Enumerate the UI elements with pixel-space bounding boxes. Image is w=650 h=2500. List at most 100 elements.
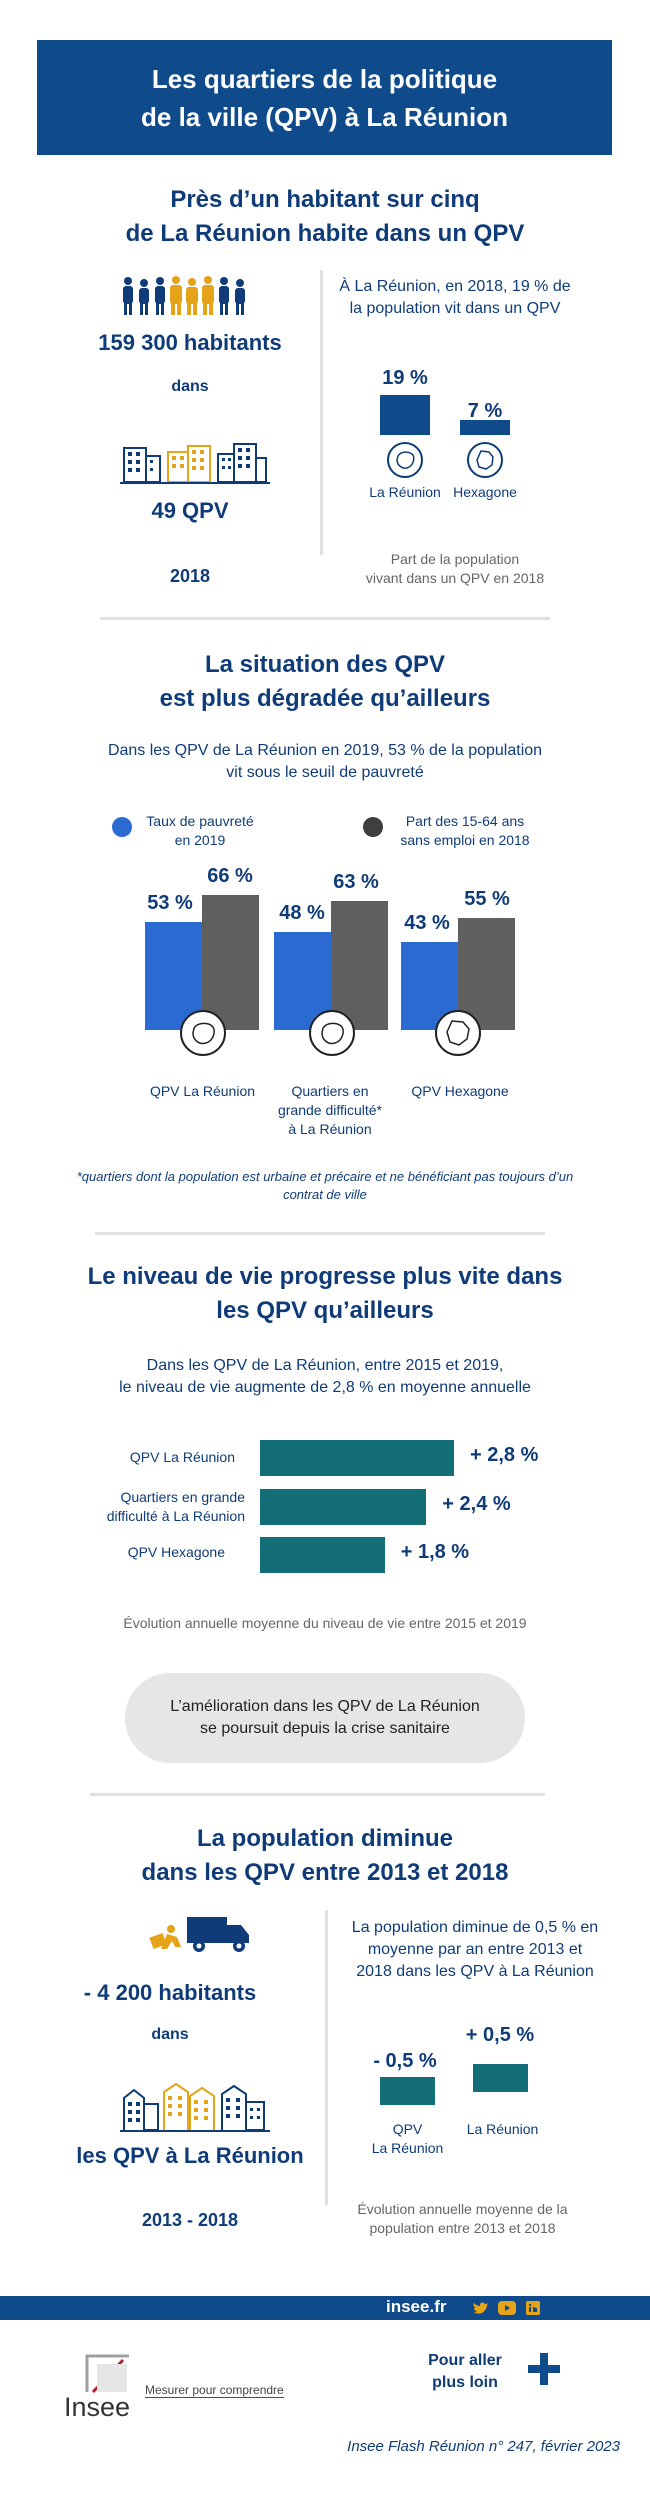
youtube-icon[interactable]: [498, 2301, 516, 2315]
legend-unemployed-line1: Part des 15-64 ans: [405, 813, 525, 829]
legend-poverty: Taux de pauvreté en 2019: [130, 812, 270, 850]
section3-title-line1: Le niveau de vie progresse plus vite dan…: [87, 1263, 563, 1290]
section1-desc-line1: À La Réunion, en 2018, 19 % de: [339, 278, 571, 295]
dans-label-2: dans: [151, 2026, 189, 2043]
reunion-map-icon: [180, 1010, 226, 1056]
chart1-caption-line2: vivant dans un QPV en 2018: [365, 570, 545, 586]
twitter-icon[interactable]: [473, 2301, 489, 2315]
chart4-bar-qpv: [380, 2077, 435, 2105]
chart4-population: - 0,5 % + 0,5 % QPV La Réunion La Réunio…: [370, 2020, 570, 2160]
buildings-icon: [120, 443, 270, 484]
chart3-value-qpv-hexagone: + 1,8 %: [400, 1541, 470, 1563]
more-info-link[interactable]: Pour aller plus loin: [410, 2350, 520, 2394]
chart4-caption-line1: Évolution annuelle moyenne de la: [357, 2201, 568, 2217]
section4-desc-line3: 2018 dans les QPV à La Réunion: [356, 1963, 594, 1980]
divider-3: [90, 1793, 545, 1796]
chart3-bar-qpv-reunion: [260, 1440, 454, 1476]
chart1-value-reunion: 19 %: [382, 367, 428, 389]
years-label: 2013 - 2018: [141, 2210, 239, 2230]
people-icon: [123, 276, 245, 315]
chart4-caption: Évolution annuelle moyenne de la populat…: [325, 2200, 600, 2238]
section2-title-line2: est plus dégradée qu’ailleurs: [159, 685, 491, 712]
chart1-caption-line1: Part de la population: [390, 551, 520, 567]
section1-desc-line2: la population vit dans un QPV: [349, 300, 561, 317]
legend-unemployed: Part des 15-64 ans sans emploi en 2018: [385, 812, 545, 850]
chart3-caption: Évolution annuelle moyenne du niveau de …: [123, 1615, 527, 1631]
footnote-line1: *quartiers dont la population est urbain…: [76, 1169, 574, 1184]
chart2-label-g1-unemployed: 66 %: [207, 865, 253, 887]
recovery-note: L’amélioration dans les QPV de La Réunio…: [125, 1673, 525, 1763]
insee-tagline: Mesurer pour comprendre: [145, 2383, 284, 2398]
legend-poverty-line2: en 2019: [174, 832, 226, 848]
section1-title-line1: Près d’un habitant sur cinq: [170, 186, 480, 213]
chart4-category-line1: QPV: [392, 2121, 423, 2137]
plus-icon-horizontal: [528, 2365, 560, 2373]
section4-desc-line1: La population diminue de 0,5 % en: [351, 1919, 599, 1936]
header-banner: Les quartiers de la politique de la vill…: [37, 40, 612, 155]
qpv-reunion-label: les QPV à La Réunion: [76, 2143, 304, 2168]
chart3-value-grande-difficulte: + 2,4 %: [442, 1493, 511, 1515]
chart4-value-reunion: + 0,5 %: [465, 2024, 535, 2046]
chart2-category-grande-difficulte: Quartiers en grande difficulté* à La Réu…: [260, 1082, 400, 1139]
header-title-line1: Les quartiers de la politique: [151, 63, 498, 94]
section1-description: À La Réunion, en 2018, 19 % de la popula…: [325, 276, 585, 320]
chart1-share-population: 19 % 7 % La Réunion Hexagone: [360, 355, 560, 515]
section4-title-line1: La population diminue: [197, 1825, 453, 1852]
more-info-line1: Pour aller: [428, 2352, 502, 2369]
footer-bar: insee.fr: [0, 2296, 650, 2320]
insee-site-link[interactable]: insee.fr: [386, 2297, 447, 2316]
legend-poverty-swatch: [112, 817, 132, 837]
section3-description: Dans les QPV de La Réunion, entre 2015 e…: [0, 1355, 650, 1399]
chart2-label-g1-poverty: 53 %: [147, 891, 193, 914]
dans-label: dans: [171, 378, 209, 395]
chart2-category-qpv-hexagone: QPV Hexagone: [411, 1083, 509, 1099]
chart2-bar-g2-unemployed: [331, 901, 388, 1030]
chart4-bar-reunion: [473, 2064, 528, 2092]
publication-reference: Insee Flash Réunion n° 247, février 2023: [347, 2438, 620, 2455]
section2-description: Dans les QPV de La Réunion en 2019, 53 %…: [0, 740, 650, 784]
reunion-map-icon: [387, 442, 423, 478]
chart4-category-reunion: La Réunion: [466, 2121, 539, 2137]
insee-logo-text: Insee: [64, 2392, 131, 2422]
moving-truck-icon: [149, 1917, 249, 1952]
chart4-category-line2: La Réunion: [371, 2140, 444, 2156]
divider-2: [95, 1232, 545, 1235]
chart2-bar-g1-unemployed: [202, 895, 259, 1030]
chart3-category-line1: Quartiers en grande: [120, 1489, 245, 1505]
chart2-category-line3: à La Réunion: [288, 1121, 372, 1137]
footnote-line2: contrat de ville: [283, 1187, 367, 1202]
chart1-category-reunion: La Réunion: [369, 484, 441, 500]
section2-title: La situation des QPV est plus dégradée q…: [0, 648, 650, 716]
legend-poverty-line1: Taux de pauvreté: [146, 813, 254, 829]
chart2-category-line2: grande difficulté*: [277, 1102, 383, 1118]
year-label: 2018: [169, 566, 211, 586]
chart1-category-hexagone: Hexagone: [453, 484, 517, 500]
chart4-value-qpv: - 0,5 %: [373, 2050, 437, 2072]
reunion-map-icon: [309, 1010, 355, 1056]
insee-logo-icon: [85, 2354, 129, 2394]
plus-icon[interactable]: [528, 2353, 560, 2385]
section4-description: La population diminue de 0,5 % en moyenn…: [325, 1917, 625, 1983]
chart1-value-hexagone: 7 %: [467, 400, 503, 422]
divider-1: [100, 617, 550, 620]
section4-title: La population diminue dans les QPV entre…: [0, 1822, 650, 1890]
section2-desc-line2: vit sous le seuil de pauvreté: [226, 764, 424, 781]
chart2-label-g2-unemployed: 63 %: [333, 871, 379, 894]
section1-divider: [320, 270, 323, 555]
chart3-bar-qpv-hexagone: [260, 1537, 385, 1573]
section1-title-line2: de La Réunion habite dans un QPV: [125, 220, 525, 247]
chart4-caption-line2: population entre 2013 et 2018: [369, 2220, 556, 2236]
section3-title: Le niveau de vie progresse plus vite dan…: [0, 1260, 650, 1328]
chart1-bar-reunion: [380, 395, 430, 435]
linkedin-icon[interactable]: [526, 2301, 540, 2315]
section3-title-line2: les QPV qu’ailleurs: [216, 1297, 434, 1324]
chart1-bar-hexagone: [460, 420, 510, 435]
population-loss-stat: - 4 200 habitants: [83, 1980, 257, 2005]
qpv-count-stat: 49 QPV: [151, 498, 229, 523]
buildings-icon: [120, 2082, 270, 2132]
section4-title-line2: dans les QPV entre 2013 et 2018: [141, 1859, 509, 1886]
chart2-label-g2-poverty: 48 %: [279, 901, 325, 924]
section4-divider: [325, 1910, 328, 2205]
section2-footnote: *quartiers dont la population est urbain…: [40, 1168, 610, 1204]
chart3-category-qpv-reunion: QPV La Réunion: [129, 1449, 235, 1465]
